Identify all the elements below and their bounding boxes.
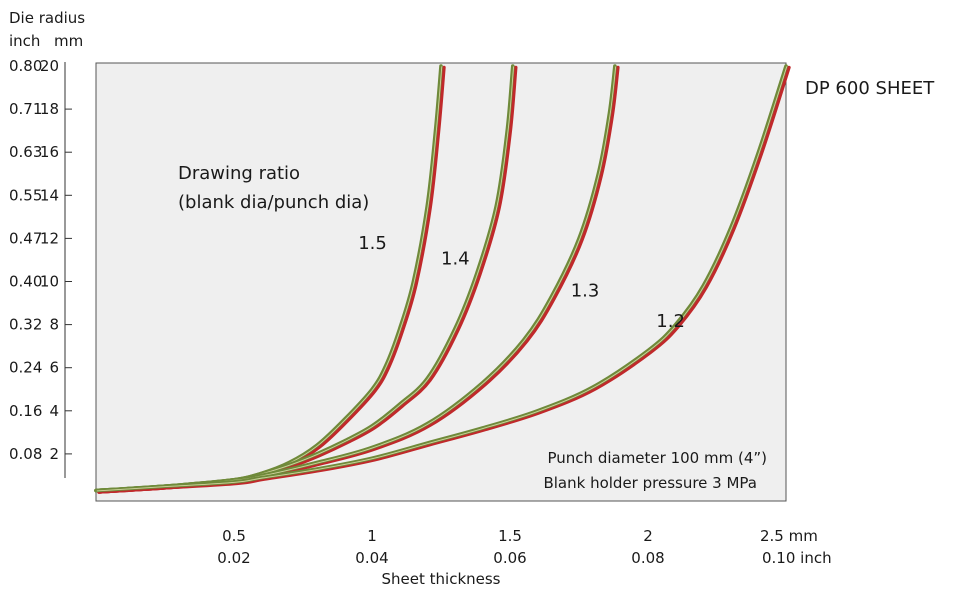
y-tick-label-inch: 0.47 xyxy=(9,229,42,247)
series-line-outer xyxy=(97,65,791,494)
y-axis-unit-inch: inch xyxy=(9,32,40,50)
y-tick-label-mm: 12 xyxy=(40,229,59,247)
y-tick-label-inch: 0.16 xyxy=(9,402,42,420)
y-tick-label-mm: 20 xyxy=(40,57,59,75)
x-tick-label-mm: 2 xyxy=(643,527,653,545)
x-tick-label-mm: 1 xyxy=(367,527,377,545)
annotation-punch-diameter: Punch diameter 100 mm (4”) xyxy=(548,449,768,467)
x-axis-title: Sheet thickness xyxy=(382,570,501,588)
y-tick-label-mm: 4 xyxy=(49,402,59,420)
chart-title: DP 600 SHEET xyxy=(805,78,935,99)
legend-title-line-2: (blank dia/punch dia) xyxy=(178,192,369,213)
y-tick-label-mm: 8 xyxy=(49,316,59,334)
y-axis-title: Die radius xyxy=(9,9,85,27)
series-label: 1.3 xyxy=(571,281,600,302)
y-tick-label-mm: 6 xyxy=(49,359,59,377)
y-tick-label-mm: 16 xyxy=(40,143,59,161)
curves-group: 1.5 1.4 1.3 1.2 xyxy=(94,64,791,494)
x-tick-label-inch: 0.08 xyxy=(631,549,664,567)
x-axis: 0.5 0.02 1 0.04 1.5 0.06 2 0.08 2.5 mm 0.10 inch xyxy=(217,527,831,567)
y-tick-label-inch: 0.32 xyxy=(9,316,42,334)
x-tick-label-inch: 0.02 xyxy=(217,549,250,567)
series-label: 1.2 xyxy=(656,311,685,332)
y-tick-label-mm: 18 xyxy=(40,100,59,118)
y-tick-label-inch: 0.71 xyxy=(9,100,42,118)
y-tick-label-inch: 0.63 xyxy=(9,143,42,161)
legend-title-line-1: Drawing ratio xyxy=(178,163,300,184)
x-tick-label-inch: 0.04 xyxy=(355,549,388,567)
plot-area xyxy=(95,62,787,502)
y-tick-label-mm: 2 xyxy=(49,445,59,463)
x-tick-label-inch: 0.10 inch xyxy=(762,549,832,567)
x-tick-label-mm: 2.5 mm xyxy=(760,527,818,545)
y-axis-unit-mm: mm xyxy=(54,32,83,50)
y-tick-label-inch: 0.08 xyxy=(9,445,42,463)
x-tick-label-mm: 0.5 xyxy=(222,527,246,545)
series-line xyxy=(94,64,788,493)
y-tick-label-mm: 14 xyxy=(40,186,59,204)
x-tick-label-mm: 1.5 xyxy=(498,527,522,545)
y-tick-label-inch: 0.24 xyxy=(9,359,42,377)
y-tick-label-mm: 10 xyxy=(40,273,59,291)
series-label: 1.5 xyxy=(358,233,387,254)
x-tick-label-inch: 0.06 xyxy=(493,549,526,567)
series-label: 1.4 xyxy=(441,248,470,269)
y-tick-label-inch: 0.40 xyxy=(9,273,42,291)
series-line xyxy=(94,64,617,493)
annotation-blank-holder: Blank holder pressure 3 MPa xyxy=(543,474,757,492)
y-tick-label-inch: 0.80 xyxy=(9,57,42,75)
y-tick-label-inch: 0.55 xyxy=(9,186,42,204)
series-line-highlight xyxy=(96,66,788,492)
